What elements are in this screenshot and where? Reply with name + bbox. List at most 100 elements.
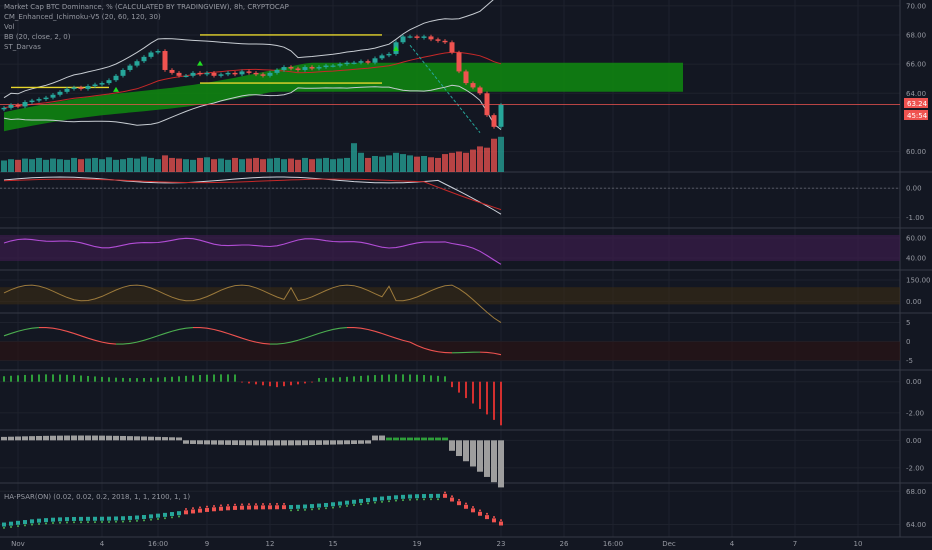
cmo-segment (108, 342, 117, 345)
psar-dot (381, 500, 383, 503)
fomo-bar (155, 436, 161, 441)
volume-bar (281, 159, 287, 172)
volume-bar (344, 157, 350, 172)
psar-candle (219, 506, 223, 511)
volume-bar (456, 151, 462, 172)
bb-lower (3, 84, 502, 130)
candle-body (470, 83, 476, 88)
volume-bar (470, 149, 476, 172)
fomo-bar (197, 440, 203, 445)
fomo-bar (302, 440, 308, 446)
fomo-bar (211, 440, 217, 445)
psar-candle (247, 505, 251, 510)
x-tick-label: 23 (497, 540, 506, 548)
psar-candle (492, 518, 496, 523)
psar-dot (290, 509, 292, 512)
psar-candle (65, 517, 69, 522)
x-tick-label: Nov (11, 540, 25, 548)
y-tick-label: 0.00 (906, 378, 922, 386)
ichimoku-cloud (4, 62, 683, 132)
fomo-bar (225, 440, 231, 445)
volume-bar (78, 159, 84, 172)
fomo-bar (92, 435, 98, 441)
fomo-bar (316, 440, 322, 445)
candle-body (484, 93, 490, 116)
volume-bar (71, 157, 77, 172)
psar-dot (66, 521, 68, 524)
cmo-segment (171, 328, 180, 332)
candle-body (162, 51, 168, 70)
candle-body (253, 72, 259, 75)
cmo-segment (66, 330, 75, 334)
fomo-bar (169, 437, 175, 441)
fomo-bar (99, 435, 105, 441)
psar-dot (409, 498, 411, 501)
macd-signal (3, 178, 502, 211)
candle-body (400, 36, 406, 43)
volume-bar (435, 157, 441, 172)
fomo-bar (50, 435, 56, 441)
volume-bar (316, 158, 322, 172)
x-tick-label: 15 (329, 540, 338, 548)
candle-body (169, 69, 175, 73)
psar-candle (198, 508, 202, 513)
candle-body (148, 52, 154, 57)
y-tick-label: 5 (906, 319, 910, 327)
psar-candle (58, 517, 62, 522)
candle-body (43, 97, 49, 100)
psar-candle (457, 501, 461, 506)
cmo-segment (143, 337, 152, 341)
psar-candle (359, 498, 363, 503)
psar-candle (107, 516, 111, 521)
psar-dot (206, 505, 208, 508)
psar-candle (429, 493, 433, 498)
cmo-segment (437, 351, 446, 354)
candle-body (414, 36, 420, 38)
psar-dot (388, 500, 390, 503)
y-tick-label: 60.00 (906, 235, 926, 243)
psar-candle (100, 516, 104, 521)
fomo-bar (29, 436, 35, 441)
psar-dot (31, 523, 33, 526)
psar-candle (121, 516, 125, 521)
psar-dot (395, 499, 397, 502)
cci-band (0, 287, 900, 305)
volume-bar (309, 159, 315, 172)
volume-bar (428, 157, 434, 172)
cci-line (3, 284, 502, 324)
psar-candle (331, 502, 335, 507)
psar-candle (296, 504, 300, 509)
cmo-segment (486, 351, 495, 354)
cmo-segment (136, 339, 145, 343)
psar-dot (353, 504, 355, 507)
volume-bar (246, 158, 252, 172)
psar-candle (44, 518, 48, 523)
candle-body (407, 36, 413, 38)
cmo-segment (409, 341, 418, 347)
candle-body (127, 65, 133, 70)
y-tick-label: 70.00 (906, 2, 926, 10)
fomo-bar (127, 436, 133, 441)
psar-dot (493, 516, 495, 519)
x-tick-label: 9 (205, 540, 209, 548)
candle-body (183, 75, 189, 77)
volume-bar (288, 158, 294, 172)
y-tick-label: 0.00 (906, 437, 922, 445)
fomo-bar (288, 440, 294, 446)
psar-candle (156, 513, 160, 518)
volume-bar (204, 157, 210, 172)
candle-body (379, 55, 385, 59)
psar-dot (311, 508, 313, 511)
psar-candle (142, 514, 146, 519)
psar-candle (170, 512, 174, 517)
psar-dot (444, 491, 446, 494)
volume-bar (253, 157, 259, 172)
candle-body (309, 67, 315, 69)
candle-body (225, 72, 231, 75)
x-tick-label: 16:00 (148, 540, 168, 548)
psar-candle (408, 494, 412, 499)
psar-dot (122, 520, 124, 523)
volume-bar (22, 158, 28, 172)
volume-bar (323, 157, 329, 172)
